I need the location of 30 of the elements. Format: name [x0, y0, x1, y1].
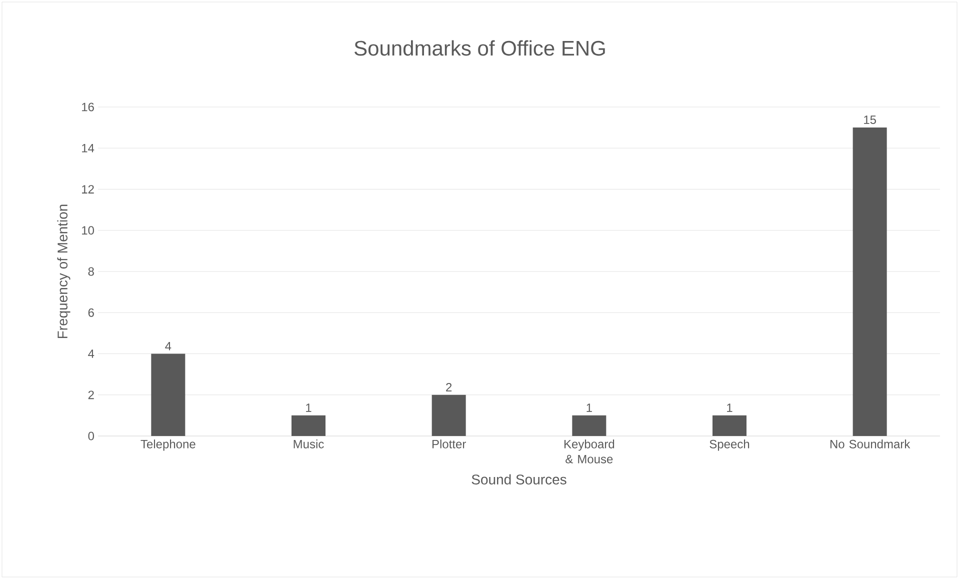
y-tick-label: 0	[88, 432, 94, 440]
bar	[712, 415, 746, 436]
x-tick-label: Keyboard & Mouse	[564, 440, 614, 464]
y-axis-title: Frequency of Mention	[57, 204, 70, 338]
y-tick-label: 8	[88, 267, 94, 276]
x-tick-label: No Soundmark	[830, 440, 910, 448]
x-tick-label: Telephone	[140, 440, 196, 451]
y-tick-label: 10	[82, 226, 94, 235]
chart-title: Soundmarks of Office ENG	[354, 40, 605, 56]
data-label: 2	[446, 382, 452, 392]
y-tick-label: 14	[82, 144, 94, 152]
data-label: 1	[586, 404, 592, 412]
bar	[432, 394, 466, 436]
bar	[151, 354, 186, 436]
data-label: 4	[165, 342, 172, 350]
y-tick-label: 4	[88, 350, 94, 358]
y-tick-label: 6	[88, 308, 94, 317]
x-axis-title: Sound Sources	[472, 474, 566, 484]
bar	[852, 128, 887, 436]
data-label: 1	[727, 404, 732, 412]
x-tick-label: Speech	[710, 440, 750, 451]
y-tick-label: 2	[88, 390, 94, 400]
data-label: 15	[864, 116, 876, 124]
bar	[292, 415, 326, 436]
y-tick-label: 12	[82, 185, 94, 194]
bar	[572, 415, 606, 436]
x-tick-label: Music	[294, 440, 324, 448]
y-tick-label: 16	[82, 102, 94, 112]
data-label: 1	[306, 404, 312, 412]
x-tick-label: Plotter	[432, 440, 466, 448]
